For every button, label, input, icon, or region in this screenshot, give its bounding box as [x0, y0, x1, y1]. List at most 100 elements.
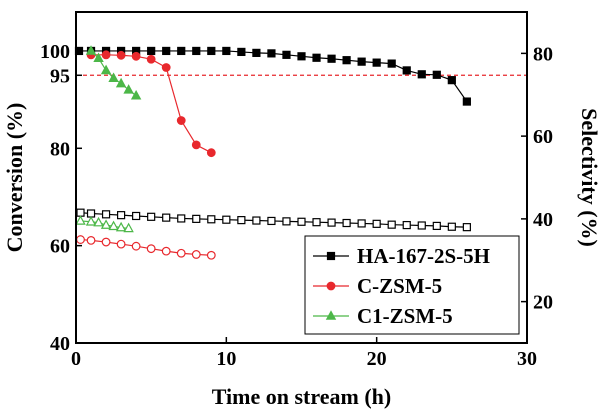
data-point: [447, 222, 456, 231]
legend-label: C-ZSM-5: [357, 274, 442, 298]
x-tick-label: 20: [367, 348, 387, 370]
data-point: [100, 64, 112, 75]
y-axis-left-title: Conversion (%): [2, 103, 27, 253]
data-point: [147, 212, 156, 221]
data-point: [76, 235, 85, 244]
data-point: [206, 148, 216, 158]
data-point: [297, 217, 306, 226]
y-left-tick-label: 100: [40, 41, 70, 63]
x-tick-label: 0: [71, 348, 81, 370]
data-point: [372, 219, 381, 228]
data-point: [93, 216, 104, 227]
data-point: [146, 244, 156, 254]
data-point: [108, 72, 119, 83]
y-left-tick-label: 40: [50, 333, 70, 355]
data-point: [161, 63, 171, 72]
data-point: [387, 59, 396, 68]
data-point: [357, 219, 366, 228]
data-point: [372, 58, 381, 67]
data-point: [116, 50, 126, 60]
legend-marker: [326, 251, 336, 261]
data-point: [100, 219, 112, 229]
data-point: [282, 217, 291, 226]
data-point: [93, 52, 104, 63]
series-3-right: [76, 208, 471, 232]
plot-frame: [75, 11, 528, 344]
series-line: [80, 238, 212, 256]
data-point: [402, 66, 411, 75]
series-5-right: [75, 215, 134, 233]
x-tick-label: 10: [216, 348, 236, 370]
data-point: [162, 46, 171, 56]
data-point: [146, 54, 156, 64]
data-point: [130, 89, 142, 100]
data-point: [192, 46, 201, 56]
data-point: [282, 50, 291, 59]
data-point: [147, 46, 156, 56]
data-point: [327, 54, 336, 63]
data-point: [357, 57, 366, 66]
data-point: [75, 215, 86, 225]
y-axis-right-title: Selectivity (%): [577, 108, 601, 247]
data-point: [237, 216, 246, 225]
data-point: [76, 208, 85, 217]
data-point: [207, 46, 216, 56]
data-point: [387, 220, 396, 229]
data-point: [342, 56, 351, 65]
legend-box: [304, 235, 520, 335]
data-point: [108, 220, 119, 231]
data-point: [161, 246, 171, 256]
series-1-left: [86, 50, 216, 158]
data-point: [312, 53, 321, 62]
data-point: [206, 250, 216, 260]
data-point: [417, 70, 426, 79]
data-point: [131, 241, 141, 251]
y-left-tick-label: 95: [50, 65, 70, 87]
legend-entry: C1-ZSM-5: [313, 304, 453, 328]
data-point: [116, 239, 126, 249]
data-point: [176, 116, 186, 125]
legend-entry: C-ZSM-5: [313, 274, 442, 298]
data-point: [417, 221, 426, 230]
data-point: [177, 214, 186, 223]
data-point: [342, 218, 351, 228]
x-axis-title: Time on stream (h): [212, 384, 391, 409]
series-0-left: [74, 46, 471, 106]
data-point: [132, 211, 141, 221]
series-2-left: [85, 45, 142, 100]
y-right-tick-label: 20: [533, 292, 553, 314]
data-point: [85, 45, 97, 55]
legend-marker: [326, 281, 336, 291]
y-left-tick-label: 60: [50, 236, 70, 258]
data-point: [222, 215, 231, 224]
legend: HA-167-2S-5H C-ZSM-5 C1-ZSM-5: [304, 235, 520, 335]
data-point: [267, 216, 276, 226]
data-point: [207, 215, 216, 224]
data-point: [86, 235, 96, 245]
data-point: [176, 248, 186, 258]
data-point: [86, 209, 96, 218]
data-point: [402, 220, 411, 230]
data-point: [312, 218, 321, 227]
data-point: [101, 50, 111, 60]
data-point: [123, 84, 134, 94]
data-point: [192, 214, 201, 223]
data-point: [101, 210, 111, 219]
data-point: [101, 237, 111, 247]
x-tick-label: 30: [517, 348, 537, 370]
data-point: [252, 48, 261, 57]
y-right-tick-label: 60: [533, 126, 553, 148]
series-layer: [74, 45, 471, 260]
data-point: [237, 47, 246, 57]
data-point: [432, 70, 441, 79]
data-point: [327, 218, 336, 227]
series-line: [91, 54, 212, 154]
data-point: [462, 97, 471, 106]
legend-label: C1-ZSM-5: [357, 304, 453, 328]
data-point: [191, 250, 201, 259]
data-point: [131, 51, 141, 61]
data-point: [177, 46, 186, 56]
data-point: [162, 213, 171, 222]
